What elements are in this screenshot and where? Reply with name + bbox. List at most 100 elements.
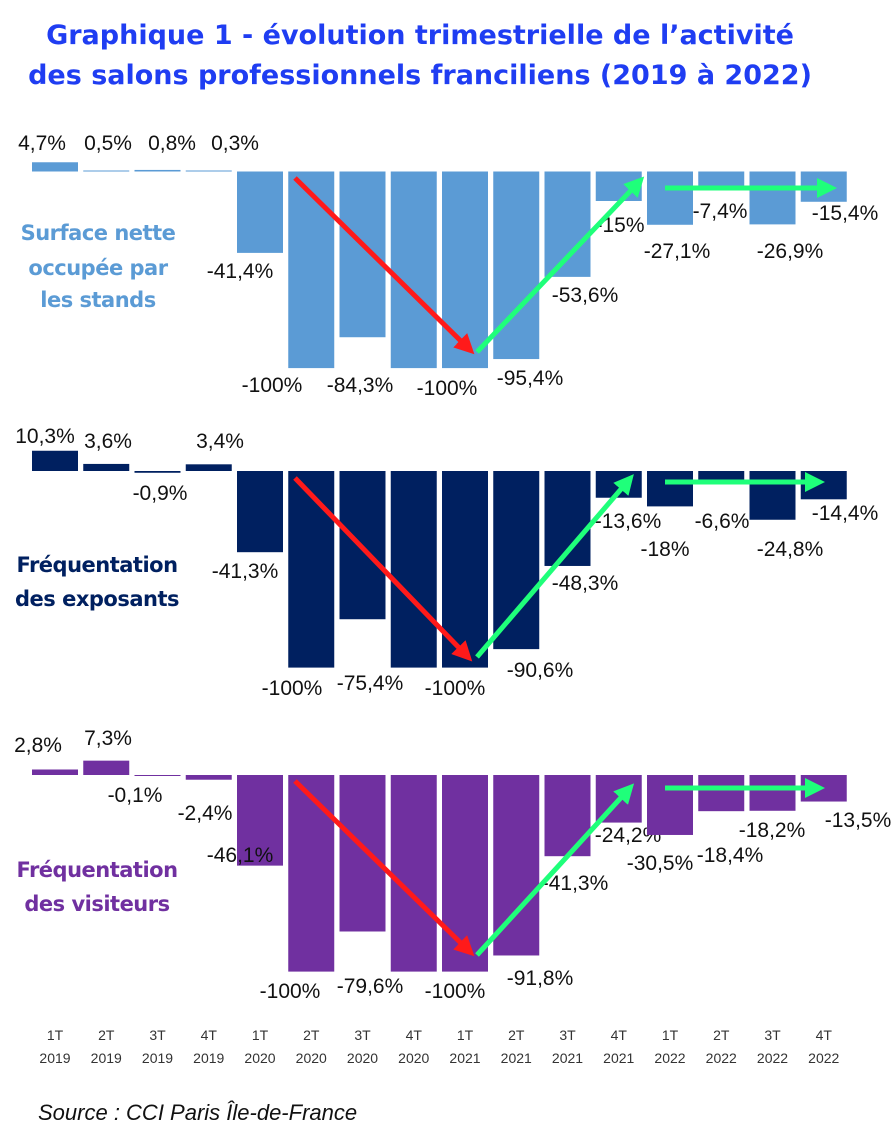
- data-label: -100%: [260, 980, 321, 1003]
- bar: [288, 171, 335, 369]
- x-tick-label: 2T: [508, 1027, 525, 1043]
- data-label: -30,5%: [627, 852, 694, 875]
- bar: [134, 775, 181, 776]
- bar: [83, 170, 130, 172]
- x-tick-label: 2021: [603, 1050, 634, 1066]
- bar: [544, 775, 591, 857]
- bar: [647, 775, 693, 835]
- data-label: -75,4%: [337, 672, 404, 695]
- bar: [698, 775, 745, 812]
- data-label: -7,4%: [693, 200, 748, 223]
- x-tick-label: 1T: [662, 1027, 679, 1043]
- bar: [134, 169, 181, 172]
- data-label: -91,8%: [507, 967, 574, 990]
- data-label: 0,8%: [148, 132, 196, 155]
- bar: [339, 775, 386, 932]
- panel-1: Surface nette occupée par les stands 4,7% 0,…: [18, 132, 878, 400]
- data-label: -13,6%: [595, 510, 662, 533]
- series-name: occupée par: [28, 256, 168, 280]
- x-tick-label: 4T: [816, 1027, 833, 1043]
- x-tick-label: 2022: [757, 1050, 788, 1066]
- x-tick-label: 3T: [354, 1027, 371, 1043]
- x-tick-label: 2022: [654, 1050, 685, 1066]
- data-label: -18,4%: [697, 844, 764, 867]
- bar: [647, 171, 693, 225]
- bar: [185, 775, 232, 780]
- series-name: les stands: [40, 288, 155, 312]
- data-label: 3,4%: [196, 430, 244, 453]
- data-label: -95,4%: [497, 367, 564, 390]
- x-tick-label: 2021: [449, 1050, 480, 1066]
- data-label: -18,2%: [739, 819, 806, 842]
- x-tick-label: 2022: [808, 1050, 839, 1066]
- bar: [749, 775, 796, 811]
- data-label: -53,6%: [552, 284, 619, 307]
- decline-arrow: [293, 476, 473, 662]
- x-tick-label: 4T: [406, 1027, 423, 1043]
- data-label: -15,4%: [812, 202, 879, 225]
- bar: [237, 471, 283, 553]
- bar: [237, 775, 283, 866]
- bar: [493, 471, 540, 650]
- recovery-arrow: [475, 474, 634, 659]
- data-label: -14,4%: [812, 502, 879, 525]
- data-label: -41,3%: [542, 872, 609, 895]
- x-tick-label: 2020: [347, 1050, 378, 1066]
- decline-arrow: [293, 176, 475, 355]
- data-label: 3,6%: [84, 430, 132, 453]
- panel-2: Fréquentation des exposants 10,3% 3,6% -0,9%…: [15, 425, 878, 700]
- x-tick-label: 1T: [252, 1027, 269, 1043]
- data-label: -0,9%: [133, 482, 188, 505]
- x-tick-label: 2019: [91, 1050, 122, 1066]
- bar: [390, 171, 437, 369]
- data-label: -100%: [425, 677, 486, 700]
- data-label: -15%: [595, 214, 644, 237]
- data-label: 0,5%: [84, 132, 132, 155]
- bar: [698, 171, 745, 187]
- x-tick-label: 4T: [611, 1027, 628, 1043]
- x-tick-label: 3T: [149, 1027, 166, 1043]
- x-tick-label: 2022: [706, 1050, 737, 1066]
- data-label: -84,3%: [327, 374, 394, 397]
- data-label: -13,5%: [825, 809, 892, 832]
- data-label: -27,1%: [644, 240, 711, 263]
- series-name: Fréquentation: [16, 858, 177, 882]
- data-label: 4,7%: [18, 132, 66, 155]
- data-label: -90,6%: [507, 659, 574, 682]
- data-label: -79,6%: [337, 975, 404, 998]
- x-tick-label: 2T: [98, 1027, 115, 1043]
- bar: [339, 171, 386, 338]
- data-label: -100%: [262, 677, 323, 700]
- decline-arrow: [293, 779, 475, 957]
- bar: [32, 769, 78, 775]
- data-label: -24,2%: [595, 824, 662, 847]
- data-label: -100%: [417, 377, 478, 400]
- data-label: -18%: [640, 538, 689, 561]
- recovery-arrow: [475, 783, 635, 957]
- x-tick-label: 1T: [47, 1027, 64, 1043]
- x-tick-label: 2019: [193, 1050, 224, 1066]
- bar: [185, 170, 232, 172]
- series-name: des exposants: [15, 587, 179, 611]
- bar: [442, 171, 488, 369]
- bar: [32, 450, 78, 471]
- x-tick-label: 2019: [142, 1050, 173, 1066]
- bar: [749, 171, 796, 225]
- data-label: 10,3%: [15, 425, 75, 448]
- chart-title-line-2: des salons professionnels franciliens (2…: [28, 60, 812, 91]
- data-label: -2,4%: [178, 802, 233, 825]
- bar: [390, 775, 437, 972]
- series-name: Surface nette: [21, 221, 176, 245]
- series-name: Fréquentation: [16, 553, 177, 577]
- data-label: 7,3%: [84, 727, 132, 750]
- x-tick-label: 2019: [39, 1050, 70, 1066]
- x-tick-label: 2020: [398, 1050, 429, 1066]
- x-tick-label: 2020: [296, 1050, 327, 1066]
- data-label: -46,1%: [207, 844, 274, 867]
- x-tick-label: 1T: [457, 1027, 474, 1043]
- bar: [134, 471, 181, 473]
- bar: [800, 471, 847, 500]
- recovery-arrow: [475, 176, 645, 354]
